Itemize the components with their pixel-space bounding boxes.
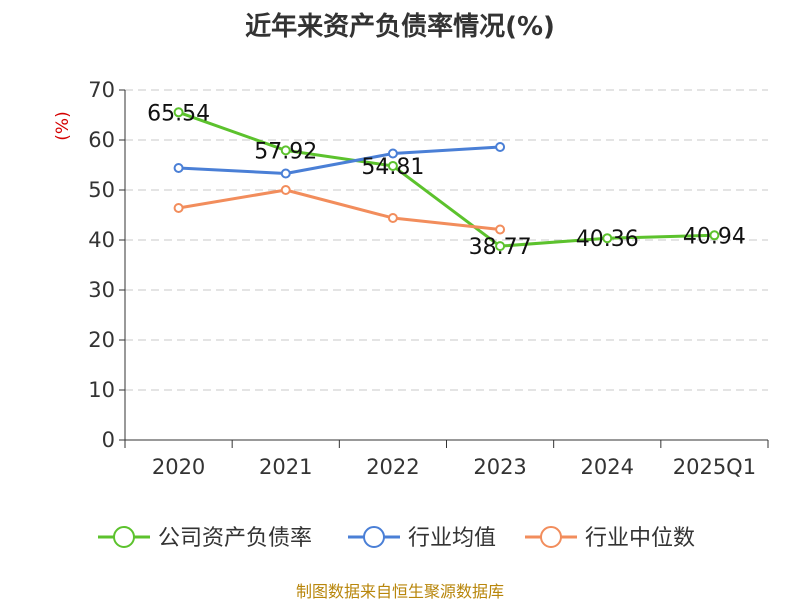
y-tick-label: 50: [88, 178, 115, 202]
axes: 0 10 20 30 40 50 60 70 (%) 2020 2021 2022 2023 2024 20…: [53, 78, 769, 479]
legend-entry: 行业均值: [408, 526, 496, 551]
series-lines: [173, 107, 720, 252]
grid-lines: [125, 89, 768, 391]
data-point: [387, 213, 398, 223]
data-point: [387, 160, 398, 171]
data-point: [280, 145, 291, 156]
y-axis-unit: (%): [53, 111, 73, 140]
data-label: 54.81: [361, 155, 424, 180]
series-line-0: [178, 110, 715, 248]
y-tick-label: 70: [88, 78, 115, 102]
data-point: [173, 107, 184, 118]
x-tick-label: 2021: [259, 455, 312, 479]
data-point: [495, 224, 506, 235]
legend: 公司资产负债率 行业均值 行业中位数: [98, 526, 695, 551]
series-line-2: [178, 188, 501, 231]
x-tick-label: 2023: [473, 455, 526, 479]
data-point: [173, 203, 184, 213]
x-tick-label: 2024: [581, 455, 634, 479]
y-tick-label: 30: [88, 278, 115, 302]
y-tick-label: 10: [88, 378, 115, 402]
legend-entry: 行业中位数: [585, 526, 695, 551]
data-point: [602, 233, 613, 244]
y-tick-label: 20: [88, 328, 115, 352]
series-line-1: [178, 145, 501, 175]
data-point: [495, 142, 506, 152]
x-tick-label: 2022: [366, 455, 419, 479]
data-label: 40.36: [576, 227, 639, 252]
y-tick-label: 60: [88, 128, 115, 152]
legend-marker: [113, 526, 135, 548]
chart-title: 近年来资产负债率情况(%): [245, 12, 555, 42]
legend-marker: [363, 526, 385, 548]
y-tick-label: 40: [88, 228, 115, 252]
legend-marker: [540, 526, 562, 548]
data-label: 40.94: [683, 224, 746, 249]
legend-entry: 公司资产负债率: [158, 526, 312, 551]
data-point: [173, 163, 184, 173]
source-note: 制图数据来自恒生聚源数据库: [295, 582, 504, 601]
data-point: [709, 230, 720, 241]
data-point: [280, 168, 291, 179]
data-point: [495, 241, 506, 252]
y-tick-label: 0: [102, 428, 115, 452]
x-tick-label: 2025Q1: [673, 455, 756, 479]
data-point: [280, 185, 291, 195]
data-label: 57.92: [254, 139, 317, 164]
x-tick-label: 2020: [152, 455, 205, 479]
data-label: 38.77: [469, 235, 532, 260]
data-label: 65.54: [147, 101, 210, 126]
data-point: [387, 148, 398, 159]
data-labels: 65.54 57.92 54.81 38.77 40.36 40.94: [147, 101, 746, 260]
